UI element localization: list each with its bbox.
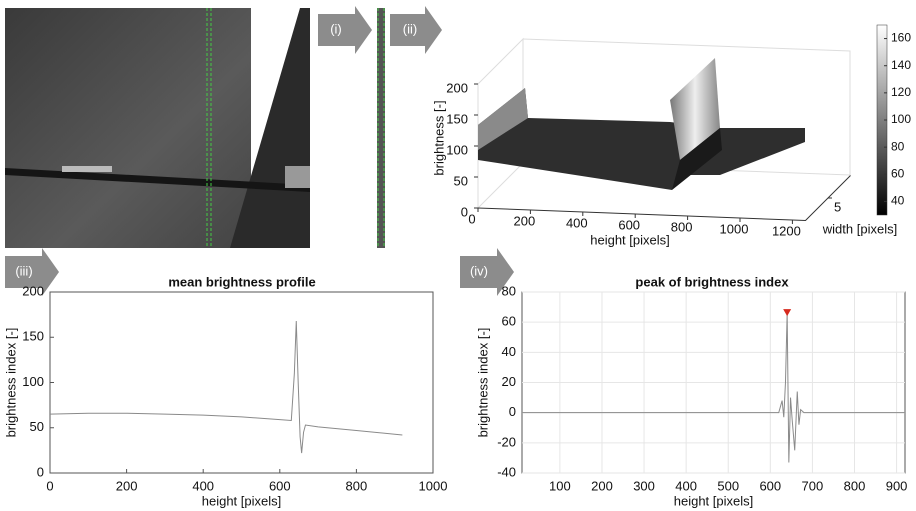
arrow: [318, 6, 372, 54]
colorbar-tick-label: 60: [891, 166, 905, 180]
y-tick-label: 150: [22, 329, 44, 344]
arrow: [460, 248, 514, 296]
colorbar-tick-label: 100: [891, 112, 911, 126]
x-axis-label: height [pixels]: [674, 493, 754, 508]
x-tick-label: 800: [671, 219, 693, 234]
plot-area: [49, 291, 434, 474]
surface: [478, 58, 805, 190]
colorbar-tick-label: 120: [891, 85, 911, 99]
y-tick-label: 20: [502, 374, 516, 389]
y-tick-label: 50: [30, 419, 44, 434]
y-tick-label: 0: [509, 404, 516, 419]
data-line: [49, 320, 403, 454]
y-tick-label: -20: [497, 434, 516, 449]
x-tick-label: 900: [886, 478, 908, 493]
x-tick-label: 400: [566, 215, 588, 230]
x-tick-label: 200: [116, 478, 138, 493]
colorbar-tick-label: 160: [891, 31, 911, 45]
y-tick-label: 0: [37, 464, 44, 479]
z-tick-label: 5: [834, 199, 841, 214]
panel-label: (iii): [15, 263, 32, 278]
x-axis-label: height [pixels]: [590, 232, 670, 247]
panel-label: (i): [330, 21, 342, 36]
x-tick-label: 600: [618, 217, 640, 232]
x-tick-label: 400: [192, 478, 214, 493]
strip: [377, 8, 385, 248]
y-axis-label: brightness [-]: [431, 100, 446, 175]
y-tick-label: 80: [502, 283, 516, 298]
y-tick-label: 200: [446, 80, 468, 95]
axis-line: [477, 175, 851, 222]
y-tick-label: 40: [502, 344, 516, 359]
arrow: [5, 248, 59, 296]
x-tick-label: 500: [717, 478, 739, 493]
x-tick-label: 1200: [772, 223, 801, 238]
chart-title: mean brightness profile: [168, 274, 315, 289]
y-tick-label: -40: [497, 464, 516, 479]
colorbar-tick-label: 140: [891, 58, 911, 72]
panel-label: (ii): [403, 21, 417, 36]
x-tick-label: 600: [269, 478, 291, 493]
x-tick-label: 1000: [419, 478, 448, 493]
x-tick-label: 300: [633, 478, 655, 493]
peak-marker: [783, 309, 792, 317]
arrow: [390, 6, 442, 54]
z-axis-label: width [pixels]: [822, 221, 897, 236]
x-tick-label: 800: [346, 478, 368, 493]
y-tick-label: 200: [22, 283, 44, 298]
colorbar-tick-label: 40: [891, 194, 905, 208]
x-tick-label: 700: [802, 478, 824, 493]
y-tick-label: 0: [461, 204, 468, 219]
x-tick-label: 800: [844, 478, 866, 493]
chart-title: peak of brightness index: [635, 274, 789, 289]
colorbar-tick-label: 80: [891, 139, 905, 153]
y-tick-label: 50: [454, 173, 468, 188]
x-tick-label: 100: [549, 478, 571, 493]
x-tick-label: 200: [514, 213, 536, 228]
y-tick-label: 60: [502, 314, 516, 329]
photo: [5, 8, 310, 248]
y-tick-label: 100: [22, 374, 44, 389]
y-axis-label: brightness index [-]: [475, 328, 490, 438]
x-tick-label: 1000: [720, 221, 749, 236]
x-tick-label: 600: [759, 478, 781, 493]
y-tick-label: 100: [446, 142, 468, 157]
x-tick-label: 200: [591, 478, 613, 493]
x-tick-label: 400: [675, 478, 697, 493]
x-axis-label: height [pixels]: [202, 493, 282, 508]
y-tick-label: 150: [446, 111, 468, 126]
x-tick-label: 0: [46, 478, 53, 493]
x-tick-label: 0: [468, 211, 475, 226]
data-line: [522, 313, 905, 463]
panel-label: (iv): [470, 263, 488, 278]
y-axis-label: brightness index [-]: [3, 328, 18, 438]
